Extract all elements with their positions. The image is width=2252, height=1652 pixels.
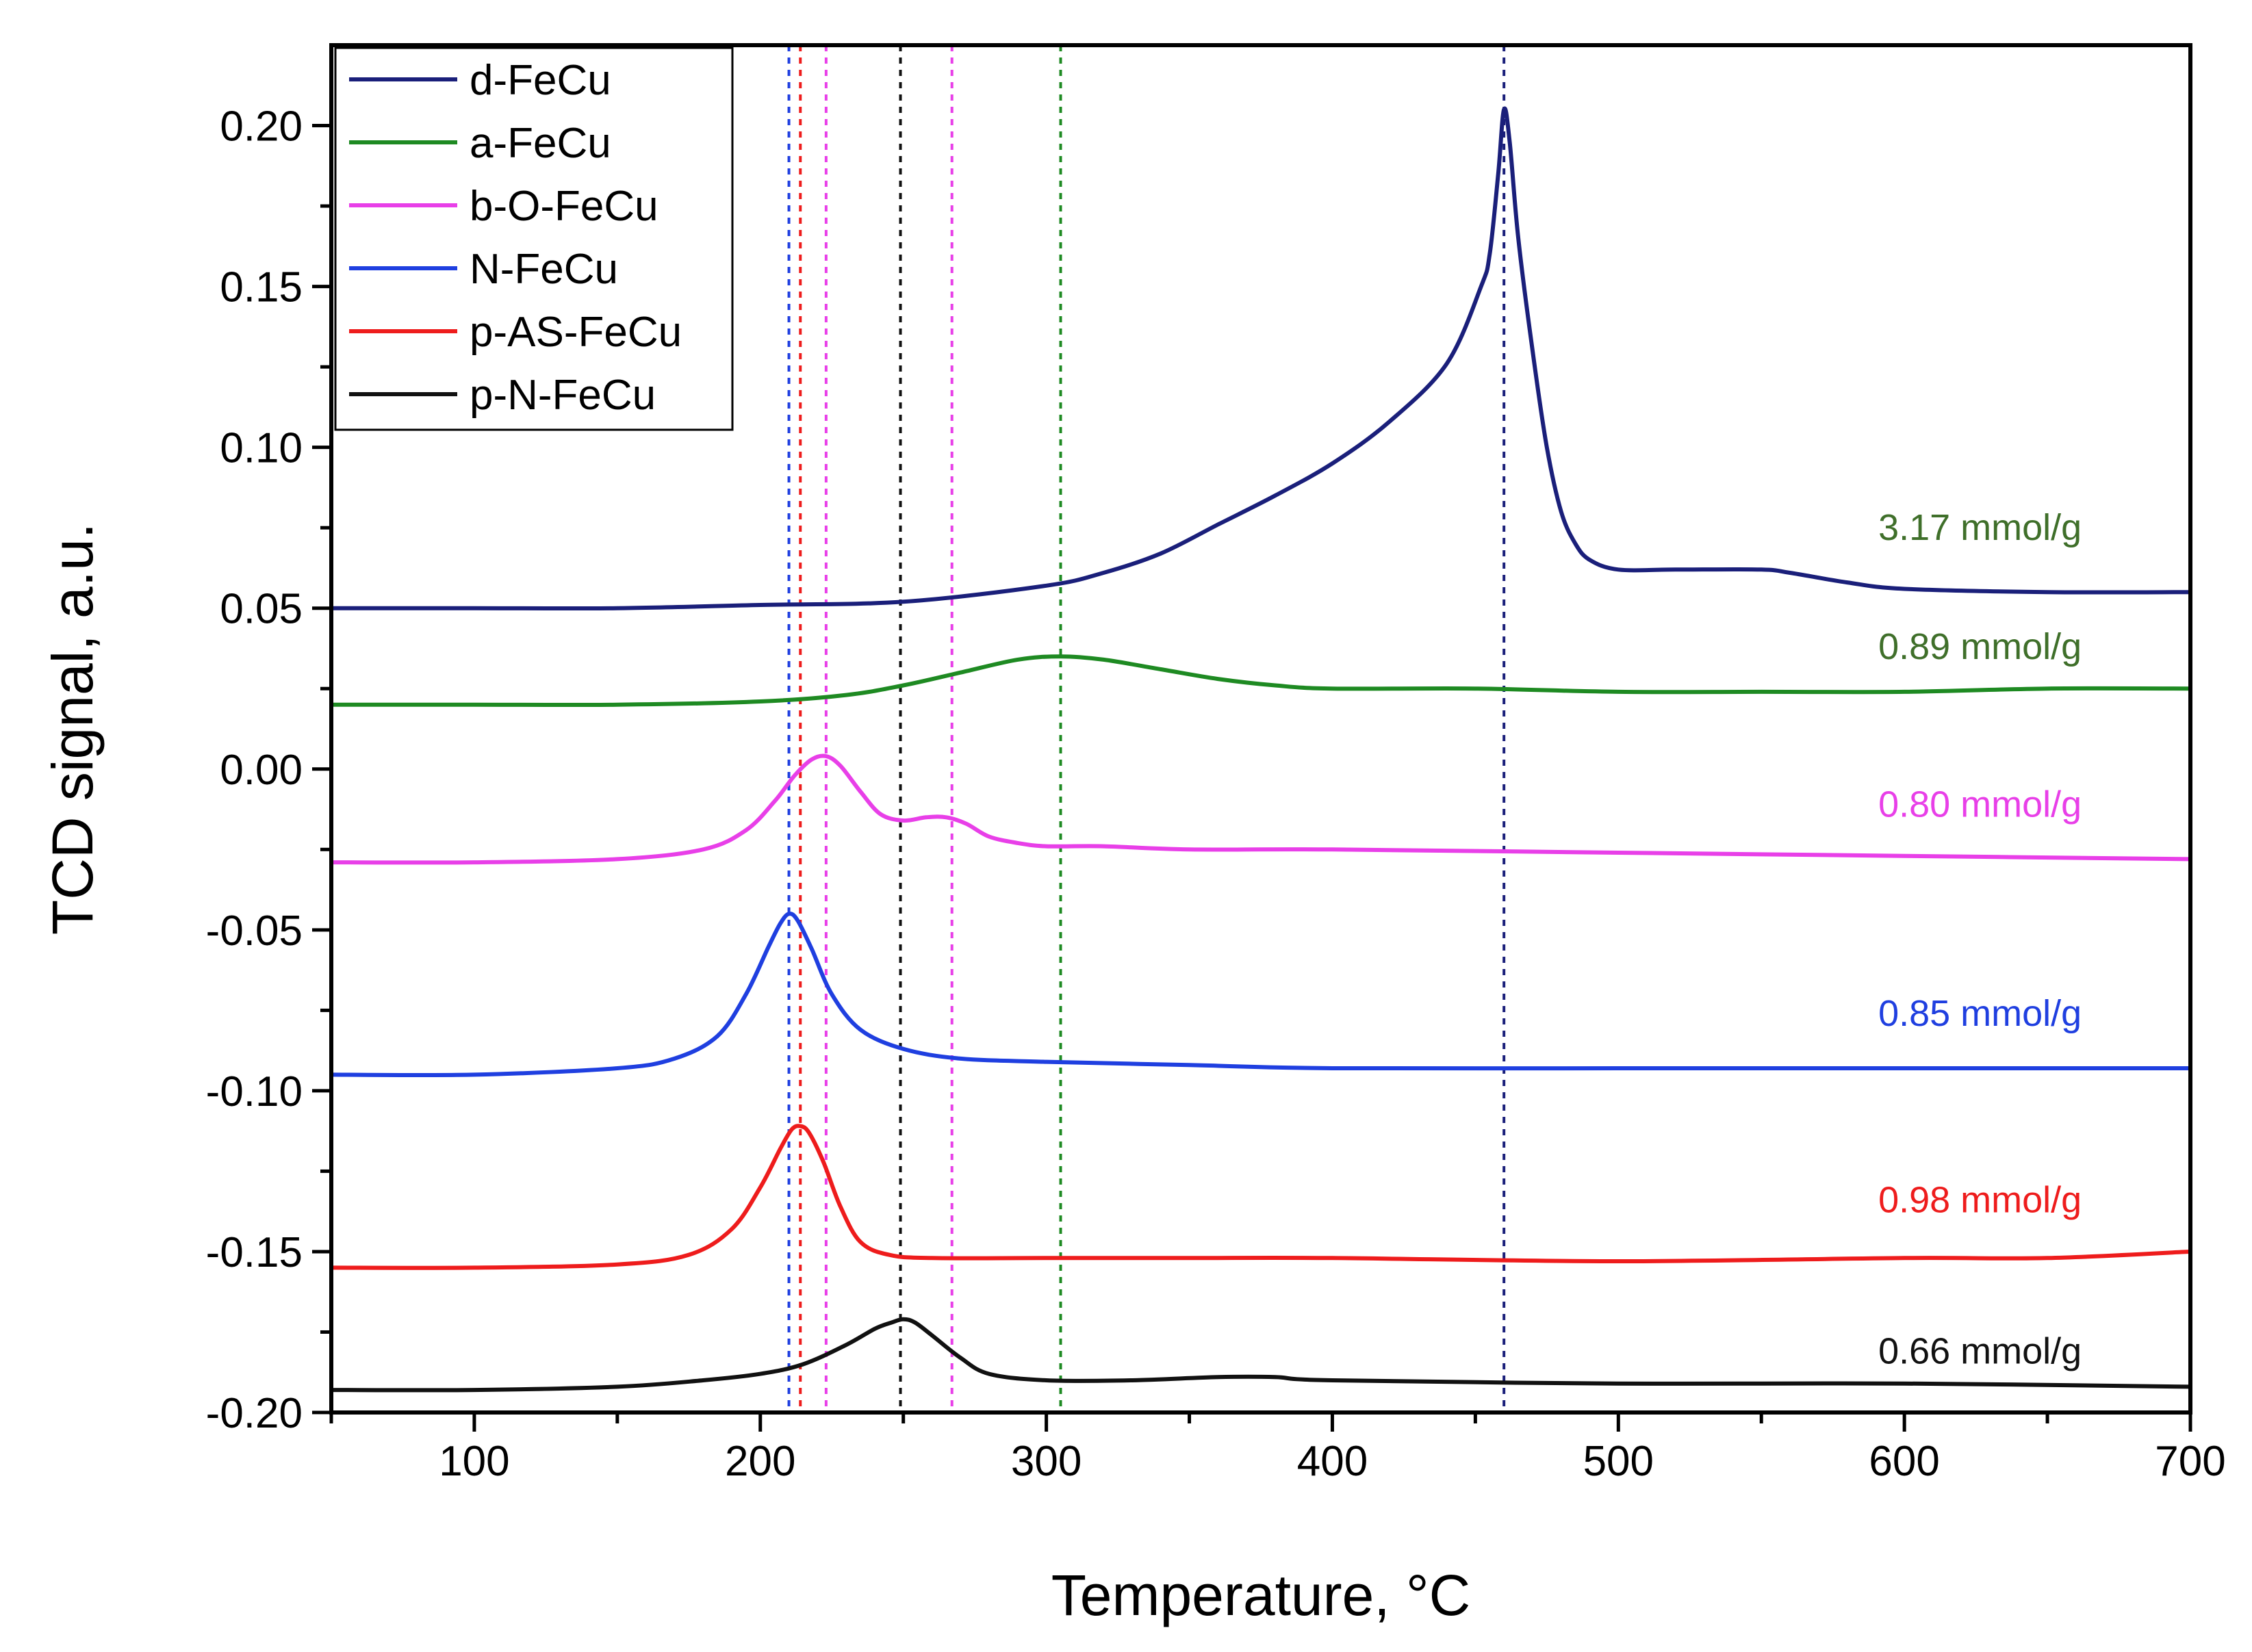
amount-annotation: 3.17 mmol/g [1878, 507, 2082, 548]
legend-label-p-n-fecu: p-N-FeCu [470, 372, 656, 419]
x-tick-label: 400 [1297, 1438, 1368, 1485]
legend-label-d-fecu: d-FeCu [470, 57, 611, 104]
y-tick-label: 0.15 [220, 264, 303, 311]
x-tick-label: 100 [439, 1438, 509, 1485]
series-lines [331, 106, 2191, 1393]
series-line-d-fecu [331, 106, 2191, 611]
legend-label-b-o-fecu: b-O-FeCu [470, 183, 658, 230]
legend-label-n-fecu: N-FeCu [470, 246, 618, 293]
x-tick-label: 200 [725, 1438, 795, 1485]
amount-annotation: 0.98 mmol/g [1878, 1180, 2082, 1221]
series-line-p-as-fecu [331, 1124, 2191, 1270]
y-tick-label: -0.10 [206, 1068, 303, 1115]
x-tick-label: 300 [1011, 1438, 1082, 1485]
series-line-b-o-fecu [331, 753, 2191, 865]
x-tick-label: 700 [2155, 1438, 2225, 1485]
x-axis-title: Temperature, °C [1051, 1563, 1471, 1627]
amount-annotation: 0.66 mmol/g [1878, 1331, 2082, 1372]
legend: d-FeCu a-FeCu b-O-FeCu N-FeCu p-AS-FeCu p-N-F… [334, 47, 734, 431]
x-tick-label: 500 [1583, 1438, 1654, 1485]
series-line-n-fecu [331, 912, 2190, 1078]
y-tick-label: 0.10 [220, 425, 303, 472]
y-tick-label: 0.05 [220, 586, 303, 633]
x-axis-ticks: 100 200 300 400 500 600 700 [329, 1412, 2226, 1485]
x-tick-label: 600 [1869, 1438, 1939, 1485]
y-tick-label: -0.15 [206, 1229, 303, 1276]
y-tick-label: -0.05 [206, 907, 303, 955]
amount-annotation: 0.80 mmol/g [1878, 784, 2082, 825]
legend-box [334, 47, 734, 431]
y-axis-ticks: -0.20 -0.15 -0.10 -0.05 0.00 0.05 0.10 0.15 0.20 [206, 103, 331, 1437]
legend-label-a-fecu: a-FeCu [470, 120, 611, 167]
reference-lines [787, 45, 1506, 1412]
y-tick-label: 0.00 [220, 747, 303, 794]
plot-frame [329, 43, 2192, 1415]
amount-annotations: 3.17 mmol/g 0.89 mmol/g 0.80 mmol/g 0.85 mm… [1878, 507, 2082, 1372]
y-tick-label: -0.20 [206, 1390, 303, 1437]
amount-annotation: 0.89 mmol/g [1878, 626, 2082, 667]
y-tick-label: 0.20 [220, 103, 303, 151]
amount-annotation: 0.85 mmol/g [1878, 993, 2082, 1034]
legend-label-p-as-fecu: p-AS-FeCu [470, 309, 682, 356]
y-axis-title: TCD signal, a.u. [40, 523, 105, 935]
series-line-a-fecu [331, 654, 2191, 708]
series-line-p-n-fecu [331, 1317, 2191, 1393]
